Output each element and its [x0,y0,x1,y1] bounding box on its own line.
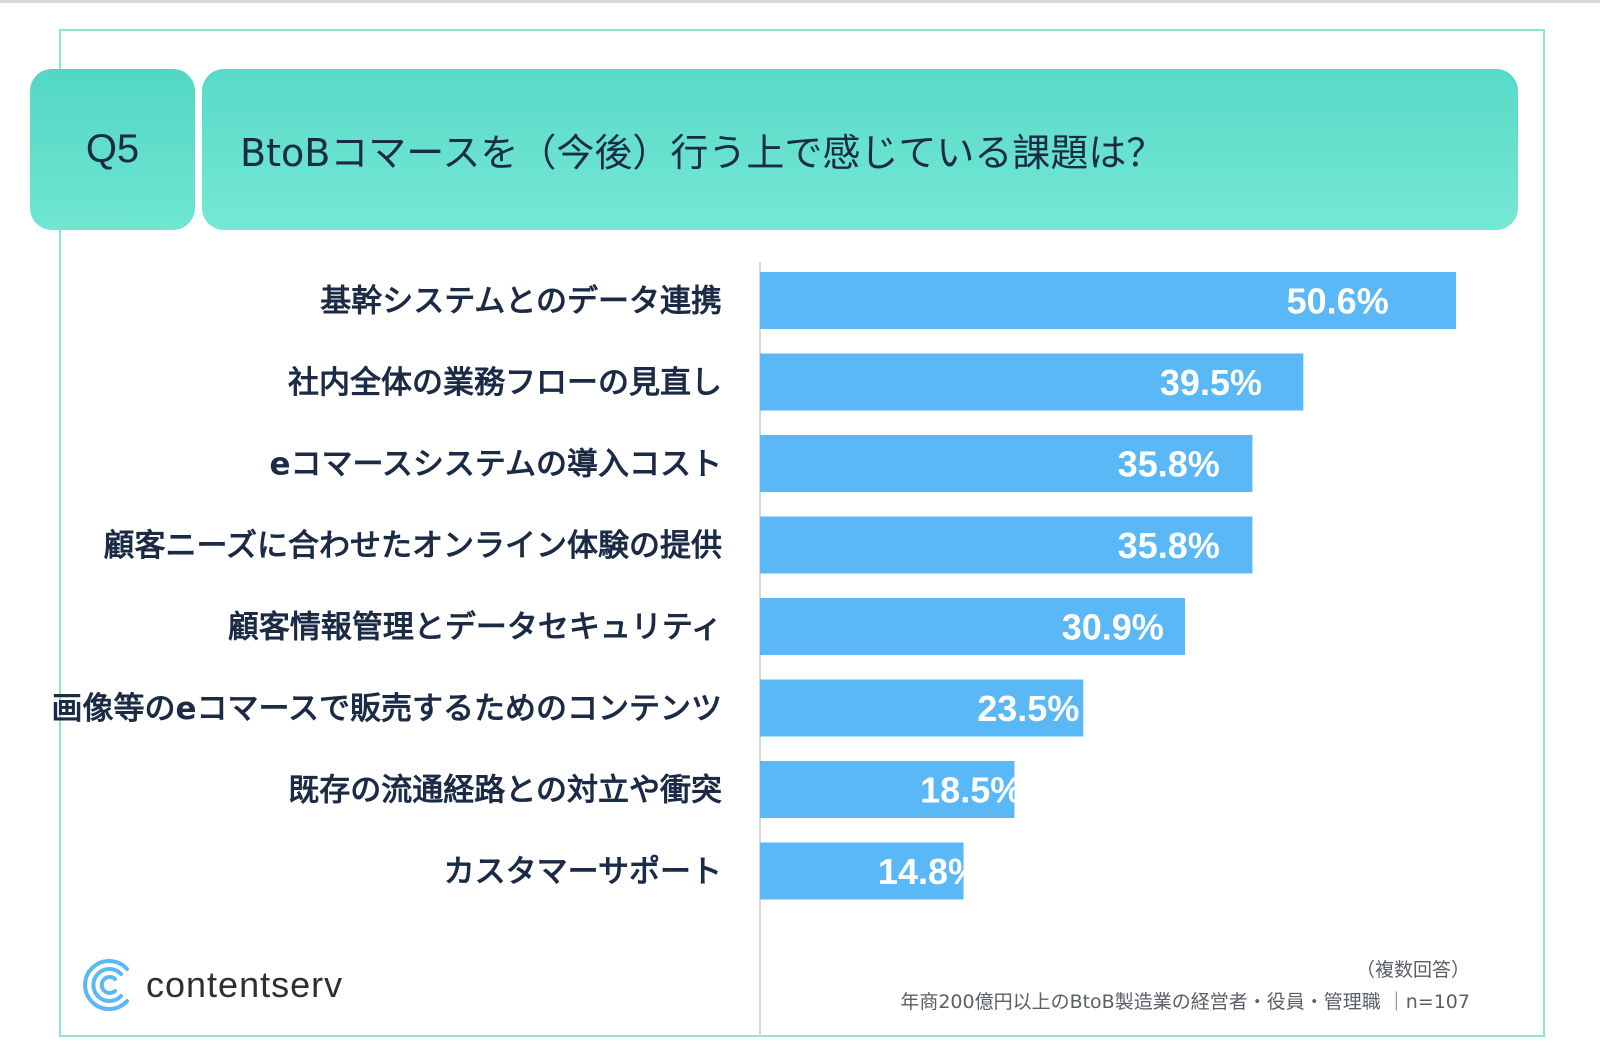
category-label: 画像等のeコマースで販売するためのコンテンツ [52,691,722,727]
note-sample: 年商200億円以上のBtoB製造業の経営者・役員・管理職 ｜n=107 [900,991,1470,1013]
bar [760,435,1253,492]
bar [760,516,1253,574]
bar [760,353,1304,411]
category-label: 顧客ニーズに合わせたオンライン体験の提供 [104,528,722,564]
value-label: 18.5% [920,770,1022,811]
brand-name: contentserv [146,964,344,1005]
value-label: 35.8% [1118,444,1220,485]
value-label: 39.5% [1160,362,1262,403]
value-label: 35.8% [1118,525,1220,566]
value-label: 14.8% [878,851,980,892]
bar [760,761,1015,818]
top-divider [0,0,1600,3]
category-label: 顧客情報管理とデータセキュリティ [228,610,722,646]
title-bar: BtoBコマースを（今後）行う上で感じている課題は？ [202,69,1518,230]
note-multiple-answers: （複数回答） [1355,959,1470,981]
question-badge: Q5 [30,69,195,230]
bar [760,842,964,900]
value-label: 30.9% [1062,607,1164,648]
value-label: 50.6% [1287,281,1389,322]
category-label: eコマースシステムの導入コスト [269,447,722,483]
question-number: Q5 [85,127,140,171]
chart-title: BtoBコマースを（今後）行う上で感じている課題は？ [240,131,1165,175]
category-label: カスタマーサポート [444,854,722,890]
brand-logo: contentserv [80,955,343,1015]
category-label: 既存の流通経路との対立や衝突 [288,773,722,809]
bar [760,272,1456,329]
value-label: 23.5% [977,688,1079,729]
bar [760,598,1186,655]
bar [760,679,1084,737]
category-label: 基幹システムとのデータ連携 [320,284,722,320]
category-label: 社内全体の業務フローの見直し [288,365,722,401]
contentserv-logo-icon [83,959,129,1011]
chart-frame [59,29,1545,1037]
